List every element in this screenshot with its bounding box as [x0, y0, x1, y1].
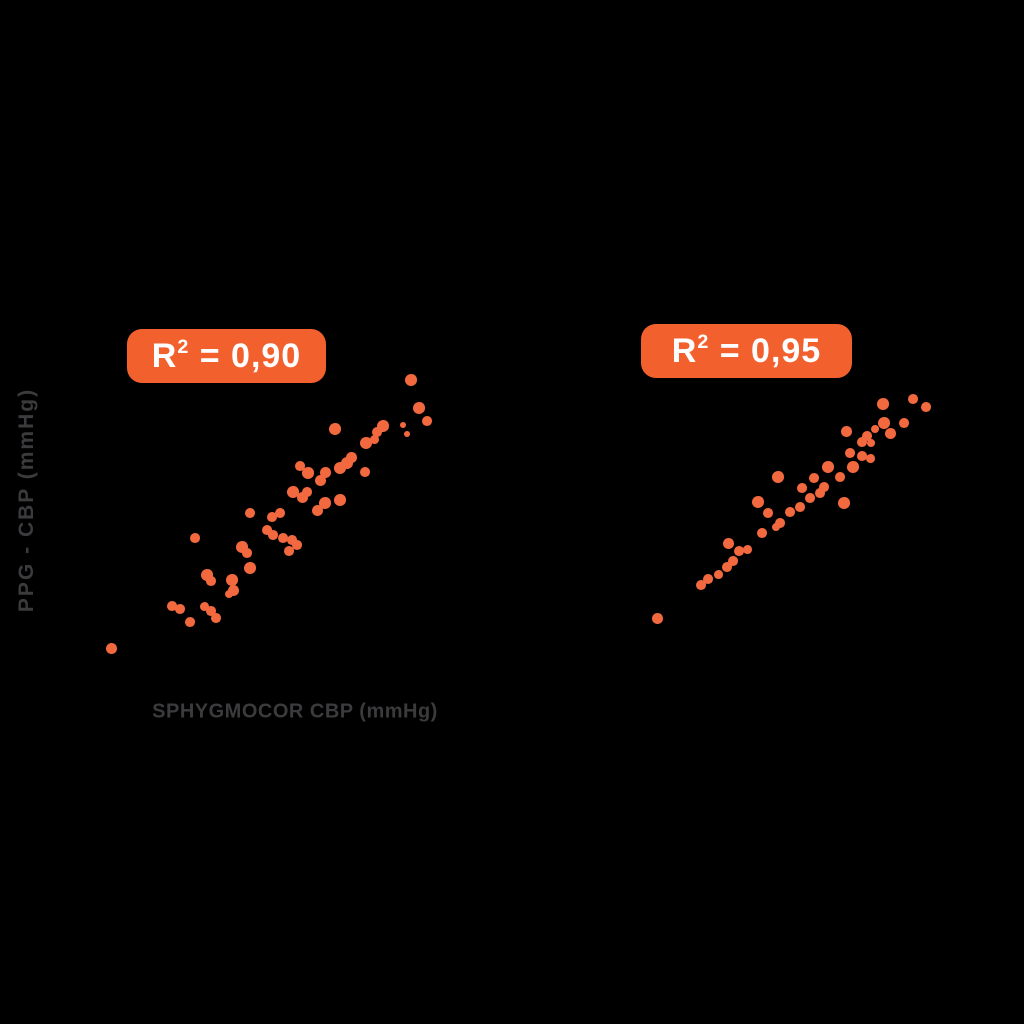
scatter-point — [105, 642, 117, 654]
scatter-point — [242, 548, 252, 558]
scatter-point — [857, 451, 867, 461]
scatter-point — [884, 427, 896, 439]
scatter-point — [713, 569, 723, 579]
scatter-point — [284, 546, 294, 556]
scatter-point — [908, 394, 918, 404]
scatter-point — [413, 402, 425, 414]
scatter-point — [314, 474, 326, 486]
scatter-point — [287, 486, 299, 498]
scatter-point — [244, 562, 256, 574]
scatter-point — [167, 601, 177, 611]
scatter-point — [311, 504, 323, 516]
scatter-point — [651, 612, 663, 624]
scatter-point — [728, 556, 738, 566]
scatter-point — [862, 431, 872, 441]
scatter-point — [226, 574, 238, 586]
scatter-point — [404, 431, 410, 437]
scatter-point — [262, 525, 272, 535]
scatter-point — [899, 418, 909, 428]
scatter-point — [742, 544, 752, 554]
scatter-point — [819, 482, 829, 492]
scatter-point — [722, 562, 732, 572]
scatter-point — [857, 437, 867, 447]
scatter-point — [835, 472, 845, 482]
scatter-point — [878, 417, 890, 429]
scatter-point — [703, 574, 713, 584]
scatter-point — [722, 537, 734, 549]
r-squared-base: R — [671, 331, 698, 370]
scatter-point — [867, 439, 875, 447]
scatter-point — [278, 533, 288, 543]
scatter-point — [360, 437, 372, 449]
scatter-point — [757, 528, 767, 538]
scatter-point — [795, 502, 805, 512]
r-squared-value: = 0,90 — [189, 336, 302, 375]
scatter-point — [809, 473, 819, 483]
scatter-point — [206, 606, 216, 616]
scatter-point — [877, 398, 889, 410]
scatter-point — [400, 422, 406, 428]
scatter-point — [360, 467, 370, 477]
scatter-point — [334, 494, 346, 506]
scatter-point — [840, 425, 852, 437]
scatter-point — [292, 540, 302, 550]
scatter-point — [206, 576, 216, 586]
scatter-point — [772, 471, 784, 483]
scatter-point — [847, 461, 859, 473]
scatter-point — [372, 427, 382, 437]
scatter-point — [345, 451, 357, 463]
scatter-point — [838, 497, 850, 509]
scatter-point — [871, 425, 879, 433]
r-squared-value: = 0,95 — [709, 331, 822, 370]
scatter-point — [775, 518, 785, 528]
scatter-point — [405, 374, 417, 386]
scatter-point — [268, 530, 278, 540]
scatter-point — [785, 507, 795, 517]
scatter-point — [267, 512, 277, 522]
scatter-point — [319, 466, 331, 478]
scatter-point — [275, 508, 285, 518]
scatter-point — [422, 416, 432, 426]
x-axis-label: SPHYGMOCOR CBP (mmHg) — [152, 700, 438, 723]
scatter-point — [696, 580, 706, 590]
scatter-point — [797, 483, 807, 493]
scatter-point — [319, 497, 331, 509]
scatter-point — [245, 508, 255, 518]
scatter-point — [805, 493, 815, 503]
scatter-point — [369, 434, 379, 444]
scatter-point — [227, 584, 239, 596]
scatter-point — [763, 508, 773, 518]
scatter-point — [199, 601, 209, 611]
scatter-point — [334, 462, 346, 474]
scatter-point — [185, 617, 195, 627]
scatter-point — [921, 402, 931, 412]
scatter-point — [225, 590, 233, 598]
scatter-point — [190, 533, 200, 543]
scatter-point — [815, 488, 825, 498]
scatter-point — [287, 535, 297, 545]
scatter-point — [302, 487, 312, 497]
scatter-point — [734, 546, 744, 556]
scatter-point — [845, 448, 855, 458]
scatter-point — [822, 461, 834, 473]
scatter-point — [752, 496, 764, 508]
scatter-point — [211, 613, 221, 623]
scatter-point — [329, 423, 341, 435]
scatter-point — [175, 604, 185, 614]
scatter-point — [865, 453, 875, 463]
scatter-point — [296, 491, 308, 503]
r-squared-base: R — [151, 336, 178, 375]
scatter-point — [295, 461, 305, 471]
scatter-point — [772, 523, 780, 531]
scatter-point — [302, 467, 314, 479]
